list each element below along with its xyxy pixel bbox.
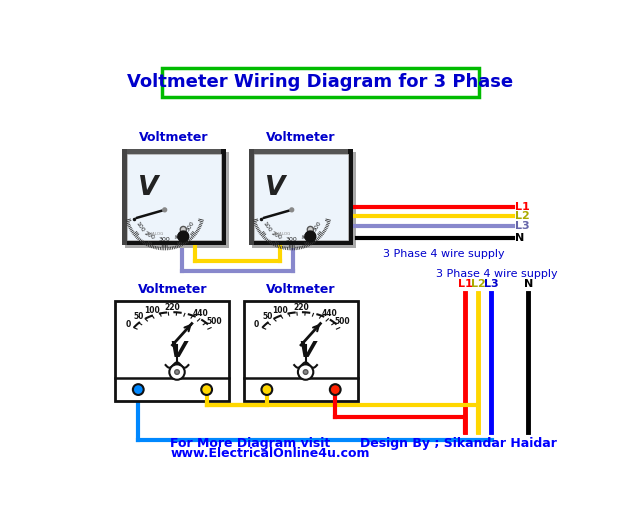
Circle shape [262,384,272,395]
Circle shape [201,384,212,395]
Text: ANALOG: ANALOG [274,232,291,236]
Text: V: V [265,175,285,201]
Bar [115,301,230,401]
Circle shape [133,384,143,395]
Text: 500: 500 [206,317,221,326]
Text: L1: L1 [515,202,530,212]
Text: 50: 50 [262,311,273,321]
Text: 500: 500 [312,220,323,232]
Text: 220: 220 [164,303,180,312]
Circle shape [330,384,340,395]
Text: 300: 300 [286,237,298,242]
Bar [255,154,348,240]
Text: 100: 100 [144,306,160,315]
Text: 100: 100 [273,306,289,315]
Text: L1: L1 [458,279,472,290]
Text: Voltmeter: Voltmeter [140,131,209,144]
Text: 200: 200 [143,231,156,241]
Bar [249,240,353,245]
Text: 500: 500 [335,317,350,326]
Text: Voltmeter Wiring Diagram for 3 Phase: Voltmeter Wiring Diagram for 3 Phase [127,73,513,91]
Text: 100: 100 [134,221,145,233]
Text: V: V [138,175,158,201]
Bar [122,149,127,245]
Circle shape [305,231,316,242]
Bar [127,154,221,240]
Text: 0: 0 [254,321,259,330]
Bar [221,149,226,245]
Circle shape [175,370,179,374]
Bar [249,149,255,245]
Circle shape [298,364,314,380]
Text: 220: 220 [293,303,309,312]
Bar [348,149,353,245]
Text: 400: 400 [173,231,186,241]
Text: Voltmeter: Voltmeter [266,131,336,144]
Text: N: N [524,279,533,290]
Text: 3 Phase 4 wire supply: 3 Phase 4 wire supply [383,249,505,258]
Text: ANALOG: ANALOG [147,232,164,236]
Bar [252,152,356,248]
Bar [125,152,229,248]
FancyBboxPatch shape [162,67,479,97]
Text: L2: L2 [471,279,486,290]
Circle shape [170,364,185,380]
Text: V: V [298,341,316,361]
Text: 440: 440 [322,309,337,318]
Text: L3: L3 [515,221,530,230]
Text: For More Diagram visit: For More Diagram visit [170,436,330,449]
Circle shape [163,208,166,212]
Circle shape [290,208,294,212]
Circle shape [303,370,308,374]
Circle shape [180,226,186,233]
Text: 300: 300 [159,237,170,242]
Text: 400: 400 [300,231,313,241]
Text: 500: 500 [185,220,195,232]
Circle shape [178,231,189,242]
Bar [122,149,226,154]
Text: 0: 0 [125,321,131,330]
Text: 200: 200 [270,231,283,241]
Circle shape [307,226,314,233]
Text: V: V [170,341,187,361]
Bar [249,149,353,245]
Bar [122,240,226,245]
Text: www.ElectricalOnline4u.com: www.ElectricalOnline4u.com [170,447,370,460]
Text: Voltmeter: Voltmeter [266,283,336,296]
Text: N: N [515,233,524,243]
Bar [122,149,226,245]
Bar [249,149,353,154]
Text: 50: 50 [134,311,144,321]
Text: 100: 100 [262,221,273,233]
Text: Design By ; Sikandar Haidar: Design By ; Sikandar Haidar [360,436,557,449]
Bar [244,301,358,401]
Text: 3 Phase 4 wire supply: 3 Phase 4 wire supply [436,269,557,279]
Text: L3: L3 [484,279,499,290]
Text: 440: 440 [193,309,209,318]
Text: L2: L2 [515,211,530,221]
Text: Voltmeter: Voltmeter [138,283,207,296]
